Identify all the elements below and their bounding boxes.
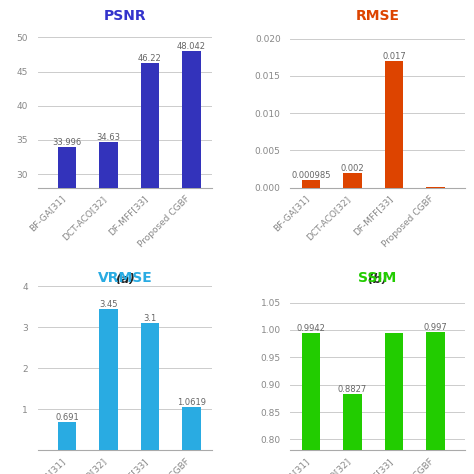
Text: 3.1: 3.1: [143, 314, 156, 323]
Bar: [385, 61, 403, 188]
Title: PSNR: PSNR: [104, 9, 146, 23]
Title: VRMSE: VRMSE: [98, 271, 152, 285]
Text: 0.8827: 0.8827: [338, 385, 367, 394]
Bar: [182, 407, 201, 450]
Bar: [343, 394, 362, 474]
Bar: [58, 422, 76, 450]
Text: 34.63: 34.63: [96, 134, 120, 143]
Bar: [58, 147, 76, 379]
Title: SSIM: SSIM: [358, 271, 397, 285]
Text: 0.017: 0.017: [382, 52, 406, 61]
Text: 0.997: 0.997: [424, 323, 447, 332]
Text: 3.45: 3.45: [99, 300, 118, 309]
Text: 0.691: 0.691: [55, 413, 79, 422]
Bar: [302, 333, 320, 474]
Bar: [426, 187, 445, 188]
Text: 1.0619: 1.0619: [177, 398, 206, 407]
Bar: [343, 173, 362, 188]
Bar: [99, 143, 118, 379]
Text: 0.9942: 0.9942: [297, 324, 326, 333]
Text: 46.22: 46.22: [138, 54, 162, 63]
Bar: [140, 323, 159, 450]
Bar: [385, 333, 403, 474]
Bar: [99, 309, 118, 450]
Text: 48.042: 48.042: [177, 42, 206, 51]
Text: 33.996: 33.996: [52, 138, 82, 147]
Bar: [302, 181, 320, 188]
Text: 0.000985: 0.000985: [292, 172, 331, 181]
Text: (b): (b): [367, 273, 388, 286]
Bar: [140, 63, 159, 379]
Text: 0.002: 0.002: [341, 164, 365, 173]
Title: RMSE: RMSE: [356, 9, 400, 23]
Bar: [426, 332, 445, 474]
Text: (a): (a): [115, 273, 135, 286]
Bar: [182, 51, 201, 379]
